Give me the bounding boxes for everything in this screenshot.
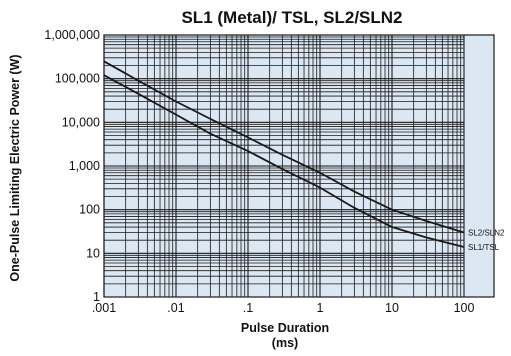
- y-tick-label: 1,000,000: [44, 28, 100, 42]
- y-tick-label: 1: [93, 290, 100, 304]
- y-tick-label: 1,000: [69, 159, 100, 173]
- series-label-2: SL1/TSL: [468, 243, 500, 252]
- x-tick-label: .01: [167, 301, 184, 315]
- y-tick-label: 100: [79, 203, 100, 217]
- y-tick-label: 10: [86, 246, 100, 260]
- y-axis-label: One-Pulse Limiting Electric Power (W): [8, 54, 22, 281]
- x-axis-label: Pulse Duration: [241, 321, 329, 335]
- x-axis-unit: (ms): [272, 336, 298, 350]
- x-tick-labels: .001.01.1 1 10 100: [92, 301, 475, 315]
- chart-title: SL1 (Metal)/ TSL, SL2/SLN2: [181, 8, 402, 27]
- y-tick-label: 100,000: [55, 72, 100, 86]
- x-tick-label: 10: [385, 301, 399, 315]
- x-tick-label: 100: [454, 301, 475, 315]
- x-tick-label: 1: [317, 301, 324, 315]
- x-tick-label: .1: [243, 301, 253, 315]
- y-tick-labels: 1 10 100 1,000 10,000 100,000 1,000,000: [44, 28, 100, 304]
- series-label-1: SL2/SLN2: [468, 228, 505, 237]
- y-tick-label: 10,000: [62, 115, 100, 129]
